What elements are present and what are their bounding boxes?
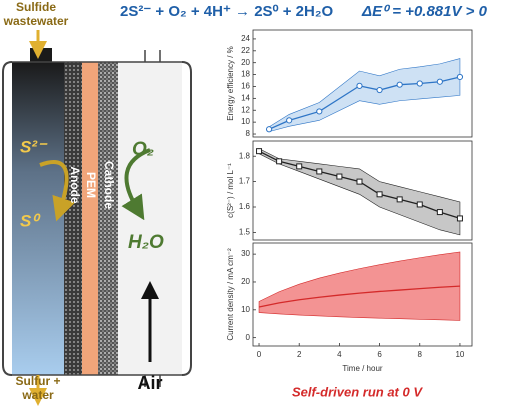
y-axis-label: c(S²⁻) / mol L⁻¹ [226,163,235,218]
marker [456,73,464,81]
x-tick-label: 8 [418,350,423,359]
outlet-label: water [21,388,54,402]
inlet-label: Sulfide [16,0,56,14]
y-tick-label: 30 [241,249,250,258]
inlet-label: wastewater [3,14,69,28]
product: S⁰ [20,211,41,230]
x-tick-label: 2 [297,350,302,359]
caption: Self-driven run at 0 V [292,384,423,399]
y-tick-label: 1.8 [239,151,251,160]
water-label: H₂O [128,232,164,253]
anode-label: Anode [68,166,82,204]
marker [436,209,443,216]
marker [256,148,263,155]
y-tick-label: 16 [241,82,250,91]
y-tick-label: 1.7 [239,177,251,186]
marker [416,201,423,208]
x-tick-label: 10 [455,350,464,359]
y-tick-label: 1.6 [239,202,251,211]
error-band [258,251,461,321]
cathode-label: Cathode [102,161,116,209]
error-band [268,58,461,133]
y-tick-label: 1.5 [239,227,251,236]
y-axis-label: Energy efficiency / % [226,46,235,121]
marker [436,78,443,85]
error-band [258,148,461,236]
y-tick-label: 18 [241,70,250,79]
y-tick-label: 22 [241,46,250,55]
y-tick-label: 24 [241,34,250,43]
marker [416,80,423,87]
y-tick-label: 0 [246,333,251,342]
outlet-label: Sulfur + [15,374,60,388]
plot-frame [252,242,473,347]
marker [356,82,363,89]
air-label: Air [137,373,162,393]
marker [286,117,293,124]
pem-label: PEM [84,172,98,198]
marker [396,196,403,203]
plot-frame [252,140,473,241]
x-axis-label: Time / hour [342,364,382,373]
marker [265,126,273,133]
marker [276,158,283,165]
marker [456,215,463,222]
y-axis-label: Current density / mA cm⁻² [226,248,235,341]
oxidant: O₂ [132,139,154,160]
x-tick-label: 4 [337,350,342,359]
y-tick-label: 8 [246,129,251,138]
y-tick-label: 12 [241,105,250,114]
marker [396,81,403,88]
marker [316,168,323,175]
marker [376,86,383,94]
reaction: 2S²⁻ + O₂ + 4H⁺ → 2S⁰ + 2H₂O [120,3,334,20]
y-tick-label: 10 [241,305,250,314]
marker [316,108,323,115]
y-tick-label: 10 [241,117,250,126]
y-tick-label: 20 [241,277,250,286]
marker [376,191,383,198]
y-tick-label: 20 [241,58,250,67]
marker [336,173,343,180]
marker [356,178,363,185]
plot-frame [252,29,473,138]
x-tick-label: 6 [377,350,382,359]
line [258,285,460,308]
y-tick-label: 14 [241,93,250,102]
cell [2,30,192,406]
potential: ΔE⁰ = +0.881V > 0 [361,3,488,20]
marker [296,163,303,170]
reactant: S²⁻ [20,137,48,156]
x-tick-label: 0 [257,350,262,359]
